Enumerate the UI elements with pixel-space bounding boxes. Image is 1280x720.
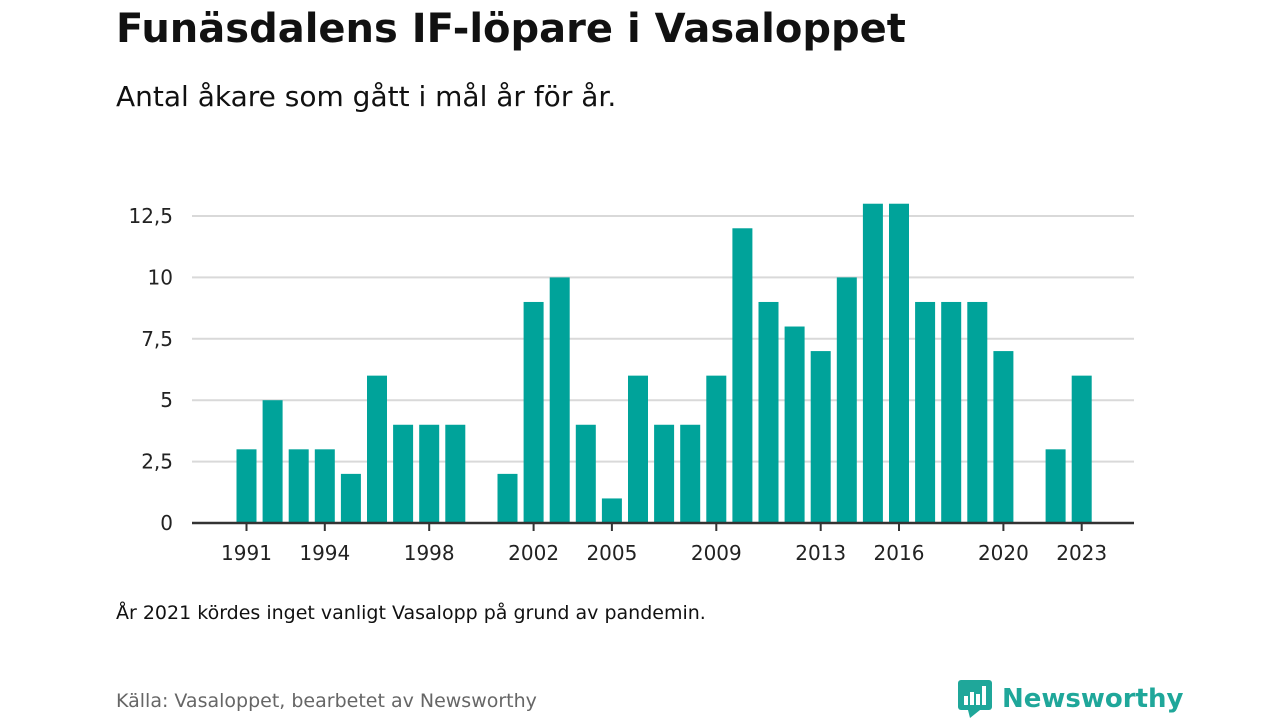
- x-tick-label: 2009: [691, 541, 742, 565]
- x-tick-label: 2023: [1056, 541, 1107, 565]
- bar-2019: [967, 301, 988, 523]
- bar-2018: [941, 301, 962, 523]
- bar-2002: [523, 301, 544, 523]
- bar-2020: [993, 351, 1014, 523]
- y-tick-label: 5: [160, 388, 173, 412]
- y-tick-label: 0: [160, 511, 173, 535]
- bar-2011: [758, 301, 779, 523]
- bar-1996: [367, 375, 387, 523]
- x-tick-label: 1998: [404, 541, 455, 565]
- bar-1997: [393, 424, 414, 523]
- brand-name: Newsworthy: [1002, 684, 1184, 714]
- axes: 0 2,5 5 7,5 10 12,5 1991 1994 1998 2002 2005 2009 20…: [128, 204, 1134, 565]
- x-tick-label: 2005: [586, 541, 637, 565]
- x-tick-label: 2016: [874, 541, 925, 565]
- y-tick-label: 2,5: [141, 450, 173, 474]
- bar-2016: [889, 203, 909, 523]
- brand-logo: Newsworthy: [958, 680, 1183, 718]
- y-tick-label: 12,5: [128, 204, 173, 228]
- chart-subtitle: Antal åkare som gått i mål år för år.: [116, 80, 617, 113]
- x-tick-label: 1994: [299, 541, 350, 565]
- newsworthy-logo-icon: [958, 680, 992, 718]
- bar-2003: [549, 277, 570, 523]
- bar-2010: [732, 228, 753, 523]
- source-text: Källa: Vasaloppet, bearbetet av Newswort…: [116, 690, 537, 712]
- x-tick-label: 2020: [978, 541, 1029, 565]
- bar-1991: [236, 449, 257, 523]
- bar-2004: [575, 424, 596, 523]
- bar-1995: [340, 473, 361, 523]
- bar-2014: [836, 277, 857, 523]
- bar-2015: [862, 203, 883, 523]
- bar-2007: [654, 424, 675, 523]
- chart-title: Funäsdalens IF-löpare i Vasaloppet: [116, 6, 906, 52]
- x-tick-label: 2002: [508, 541, 559, 565]
- y-tick-label: 10: [148, 265, 173, 289]
- bar-1998: [419, 424, 440, 523]
- bar-2009: [706, 375, 727, 523]
- footnote: År 2021 kördes inget vanligt Vasalopp på…: [116, 602, 706, 624]
- bar-2008: [680, 424, 701, 523]
- x-tick-label: 1991: [221, 541, 272, 565]
- bar-2006: [628, 375, 648, 523]
- bar-2012: [784, 326, 805, 523]
- bar-2017: [915, 301, 936, 523]
- bar-2013: [810, 351, 831, 523]
- bar-2023: [1071, 375, 1092, 523]
- bar-chart: 0 2,5 5 7,5 10 12,5 1991 1994 1998 2002 2005 2009 20…: [128, 203, 1134, 565]
- y-tick-label: 7,5: [141, 327, 173, 351]
- bar-1992: [262, 400, 283, 523]
- bar-1993: [288, 449, 309, 523]
- bars: [236, 203, 1092, 523]
- bar-1994: [314, 449, 335, 523]
- bar-2005: [601, 498, 622, 523]
- bar-2022: [1045, 449, 1066, 523]
- x-tick-label: 2013: [795, 541, 846, 565]
- bar-1999: [445, 424, 466, 523]
- bar-2001: [497, 473, 518, 523]
